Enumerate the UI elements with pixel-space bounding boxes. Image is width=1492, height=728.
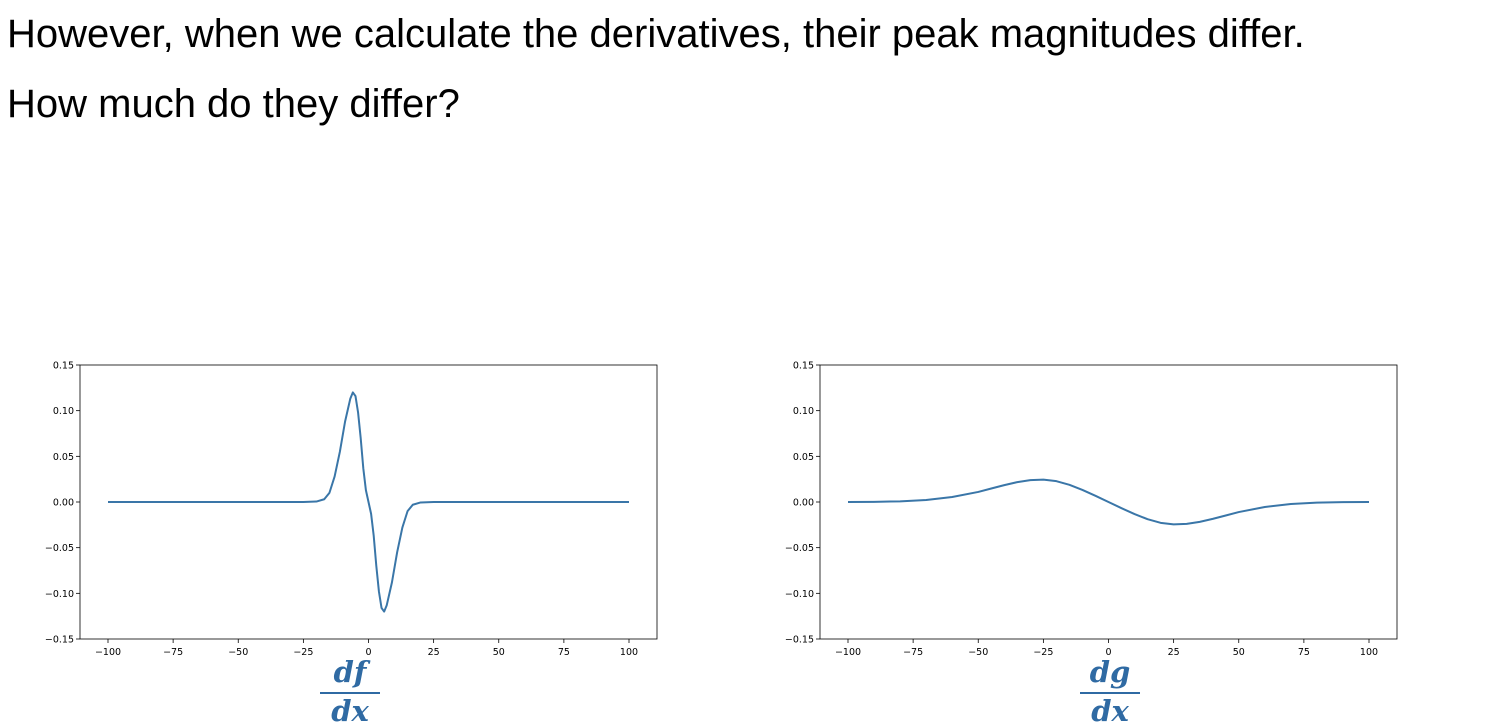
x-tick-label: 50	[1233, 647, 1245, 658]
x-tick-label: −25	[293, 647, 313, 658]
fraction-bar	[320, 692, 380, 694]
dg-dx-label: dg dx	[1080, 655, 1140, 728]
dg-dx-plot: −0.15 −0.10 −0.05 0.00 0.05 0.10 0.15 −100 −75 −5…	[785, 361, 1398, 658]
x-tick-label: 75	[1298, 647, 1310, 658]
x-tick-label: 0	[365, 647, 371, 658]
x-tick-label: −100	[95, 647, 121, 658]
y-tick-label: −0.05	[45, 543, 74, 554]
x-tick-label: 100	[620, 647, 638, 658]
y-tick-label: 0.00	[53, 498, 74, 509]
dg-dx-numerator: dg	[1089, 655, 1131, 689]
df-dx-plot: −0.15 −0.10 −0.05 0.00 0.05 0.10 0.15 −100 −75 −5…	[45, 361, 658, 658]
y-tick-label: 0.15	[53, 361, 74, 372]
y-tick-label: 0.15	[793, 361, 814, 372]
x-tick-label: −100	[835, 647, 861, 658]
series-line	[847, 478, 1370, 526]
x-tick-label: −50	[968, 647, 988, 658]
y-tick-label: −0.05	[785, 543, 814, 554]
y-tick-label: −0.15	[785, 635, 814, 646]
y-tick-label: 0.00	[793, 498, 814, 509]
slide-text-line-1: However, when we calculate the derivativ…	[7, 12, 1305, 56]
x-tick-label: 100	[1360, 647, 1378, 658]
fraction-bar	[1080, 692, 1140, 694]
x-tick-label: 50	[493, 647, 505, 658]
df-dx-denominator: dx	[331, 694, 369, 728]
x-tick-label: −50	[228, 647, 248, 658]
x-tick-label: −25	[1033, 647, 1053, 658]
dg-dx-chart: −0.15 −0.10 −0.05 0.00 0.05 0.10 0.15 −100 −75 −5…	[780, 350, 1420, 665]
y-tick-label: −0.15	[45, 635, 74, 646]
y-tick-label: 0.05	[53, 452, 74, 463]
df-dx-numerator: df	[333, 655, 367, 689]
y-tick-label: 0.10	[53, 406, 74, 417]
x-tick-label: 25	[428, 647, 440, 658]
x-tick-label: 25	[1168, 647, 1180, 658]
slide-text-line-2: How much do they differ?	[7, 82, 460, 126]
df-dx-chart: −0.15 −0.10 −0.05 0.00 0.05 0.10 0.15 −100 −75 −5…	[40, 350, 680, 665]
y-tick-label: 0.05	[793, 452, 814, 463]
y-tick-label: 0.10	[793, 406, 814, 417]
df-dx-label: df dx	[320, 655, 380, 728]
x-tick-label: 75	[558, 647, 570, 658]
x-tick-label: −75	[163, 647, 183, 658]
x-tick-label: 0	[1105, 647, 1111, 658]
y-tick-label: −0.10	[45, 589, 74, 600]
x-tick-label: −75	[903, 647, 923, 658]
series-line	[108, 391, 629, 613]
y-tick-label: −0.10	[785, 589, 814, 600]
dg-dx-denominator: dx	[1091, 694, 1129, 728]
